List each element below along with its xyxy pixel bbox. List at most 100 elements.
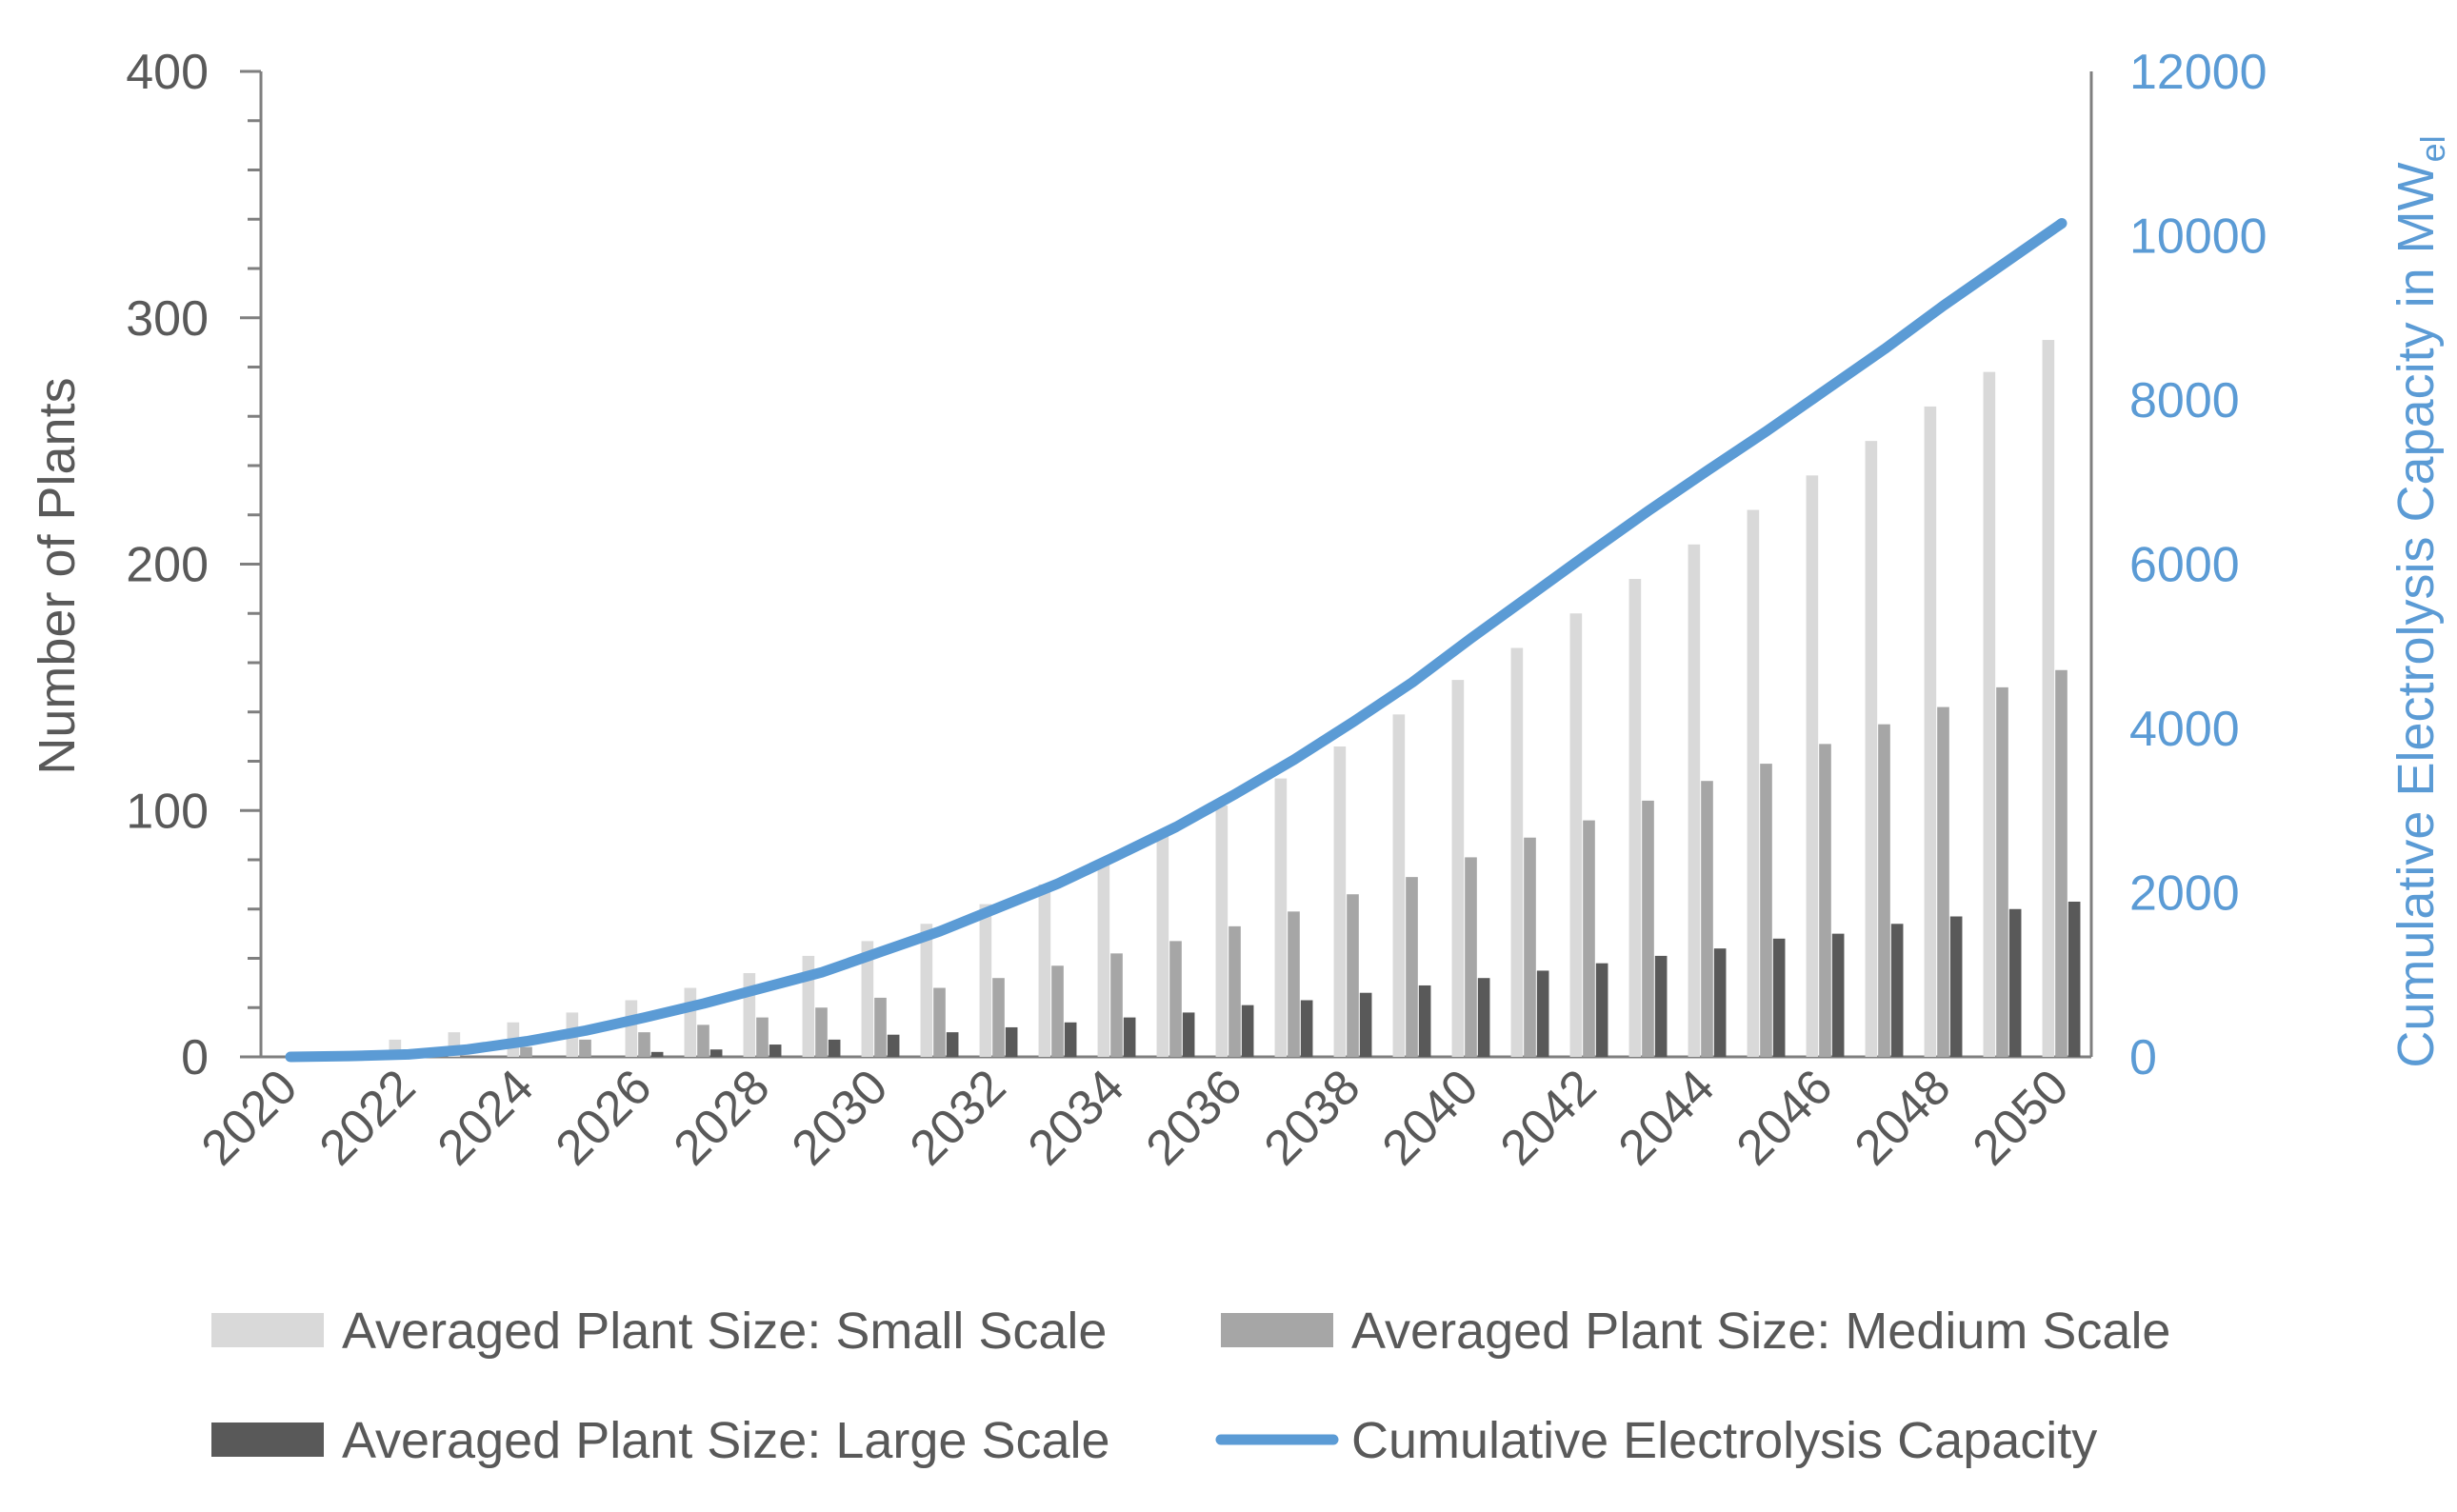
bar-small-2038 <box>1333 746 1347 1057</box>
bar-large-2035 <box>1182 1012 1195 1057</box>
bar-medium-2038 <box>1347 894 1359 1057</box>
x-tick-label: 2026 <box>546 1059 663 1176</box>
bar-large-2044 <box>1713 948 1727 1057</box>
legend-swatch <box>1221 1313 1333 1347</box>
bar-medium-2031 <box>933 987 946 1057</box>
right-tick-label: 0 <box>2129 1030 2157 1085</box>
bar-medium-2025 <box>579 1039 591 1057</box>
x-tick-label: 2024 <box>428 1059 545 1176</box>
bar-medium-2035 <box>1169 941 1182 1057</box>
bar-medium-2027 <box>697 1025 709 1057</box>
bar-medium-2046 <box>1819 744 1831 1057</box>
bar-small-2047 <box>1865 441 1878 1058</box>
bar-large-2033 <box>1064 1022 1077 1057</box>
bar-large-2027 <box>709 1049 723 1057</box>
bar-small-2035 <box>1156 835 1169 1058</box>
bar-medium-2050 <box>2055 669 2067 1057</box>
bar-large-2049 <box>2008 908 2022 1057</box>
bar-medium-2048 <box>1937 706 1949 1057</box>
bar-medium-2047 <box>1878 724 1890 1057</box>
bar-small-2046 <box>1806 475 1819 1058</box>
bar-medium-2028 <box>756 1017 769 1057</box>
bar-large-2047 <box>1890 924 1904 1057</box>
y2-axis-title-main: Cumulative Electrolysis Capacity in MW <box>2387 162 2445 1067</box>
bar-medium-2037 <box>1288 911 1300 1057</box>
legend-label: Averaged Plant Size: Large Scale <box>342 1412 1110 1469</box>
bar-large-2041 <box>1536 970 1549 1057</box>
bar-large-2045 <box>1772 938 1786 1057</box>
legend-label: Averaged Plant Size: Small Scale <box>342 1303 1107 1360</box>
bar-large-2046 <box>1831 933 1845 1058</box>
bar-medium-2043 <box>1642 800 1654 1057</box>
bar-large-2043 <box>1654 955 1668 1057</box>
bar-medium-2036 <box>1228 925 1241 1057</box>
bar-medium-2030 <box>874 997 887 1057</box>
bar-large-2039 <box>1418 985 1431 1057</box>
legend: Averaged Plant Size: Small Scale Averaged… <box>211 1303 2170 1469</box>
x-tick-label: 2040 <box>1372 1059 1489 1176</box>
left-tick-label: 400 <box>126 45 209 100</box>
x-tick-label: 2020 <box>191 1059 309 1176</box>
right-tick-label: 12000 <box>2129 45 2267 100</box>
bar-large-2030 <box>887 1034 900 1057</box>
bar-medium-2033 <box>1051 965 1064 1057</box>
bar-small-2027 <box>684 987 697 1057</box>
bar-medium-2026 <box>638 1032 650 1058</box>
bar-medium-2029 <box>815 1007 828 1057</box>
bar-small-2034 <box>1097 865 1110 1057</box>
bar-medium-2041 <box>1524 837 1536 1057</box>
bar-small-2050 <box>2042 340 2055 1057</box>
x-tick-label: 2044 <box>1608 1059 1726 1176</box>
bar-small-2033 <box>1038 884 1051 1058</box>
left-tick-label: 200 <box>126 538 209 593</box>
bar-small-2043 <box>1628 579 1642 1057</box>
bar-large-2048 <box>1949 916 1963 1057</box>
bar-large-2037 <box>1300 1000 1313 1057</box>
bar-large-2038 <box>1359 992 1372 1057</box>
x-tick-label: 2050 <box>1963 1059 2080 1176</box>
legend-swatch <box>211 1422 324 1457</box>
bar-small-2049 <box>1983 371 1996 1057</box>
right-tick-label: 6000 <box>2129 538 2240 593</box>
x-tick-label: 2036 <box>1136 1059 1253 1176</box>
bar-medium-2049 <box>1996 686 2008 1058</box>
x-tick-label: 2032 <box>900 1059 1017 1176</box>
bar-large-2040 <box>1477 978 1490 1057</box>
bar-large-2032 <box>1005 1026 1018 1057</box>
x-axis: 2020 2022 2024 2026 2028 2030 2032 2034 2036 2038… <box>191 1059 2080 1176</box>
bar-small-2032 <box>979 904 992 1057</box>
bar-medium-2040 <box>1465 857 1477 1057</box>
line-layer <box>285 218 2067 1063</box>
bar-large-2050 <box>2067 901 2081 1057</box>
y-axis-title: Number of Plants <box>29 377 86 774</box>
bar-large-2028 <box>769 1044 782 1057</box>
bar-medium-2024 <box>520 1046 532 1057</box>
left-axis: 0 100 200 300 400 <box>126 45 261 1085</box>
x-tick-label: 2038 <box>1254 1059 1371 1176</box>
left-tick-label: 300 <box>126 291 209 347</box>
y2-axis-title-subscript: el <box>2413 135 2452 162</box>
bar-small-2026 <box>625 1000 638 1057</box>
bar-small-2041 <box>1510 647 1524 1057</box>
bar-medium-2042 <box>1583 820 1595 1057</box>
legend-label: Cumulative Electrolysis Capacity <box>1351 1412 2097 1469</box>
bar-small-2030 <box>861 941 874 1057</box>
bar-small-2044 <box>1688 544 1701 1057</box>
bar-small-2039 <box>1392 714 1406 1057</box>
legend-label: Averaged Plant Size: Medium Scale <box>1351 1303 2170 1360</box>
right-tick-label: 8000 <box>2129 373 2240 428</box>
bar-small-2036 <box>1215 806 1228 1057</box>
bar-large-2042 <box>1595 963 1608 1057</box>
bar-medium-2039 <box>1406 877 1418 1057</box>
bar-medium-2044 <box>1701 781 1713 1057</box>
left-tick-label: 0 <box>181 1030 209 1085</box>
right-tick-label: 4000 <box>2129 702 2240 757</box>
bar-medium-2034 <box>1110 953 1123 1057</box>
x-tick-label: 2022 <box>310 1059 427 1176</box>
bar-large-2034 <box>1123 1017 1136 1057</box>
bar-small-2040 <box>1451 680 1465 1057</box>
x-tick-label: 2028 <box>664 1059 781 1176</box>
x-tick-label: 2048 <box>1845 1059 1962 1176</box>
